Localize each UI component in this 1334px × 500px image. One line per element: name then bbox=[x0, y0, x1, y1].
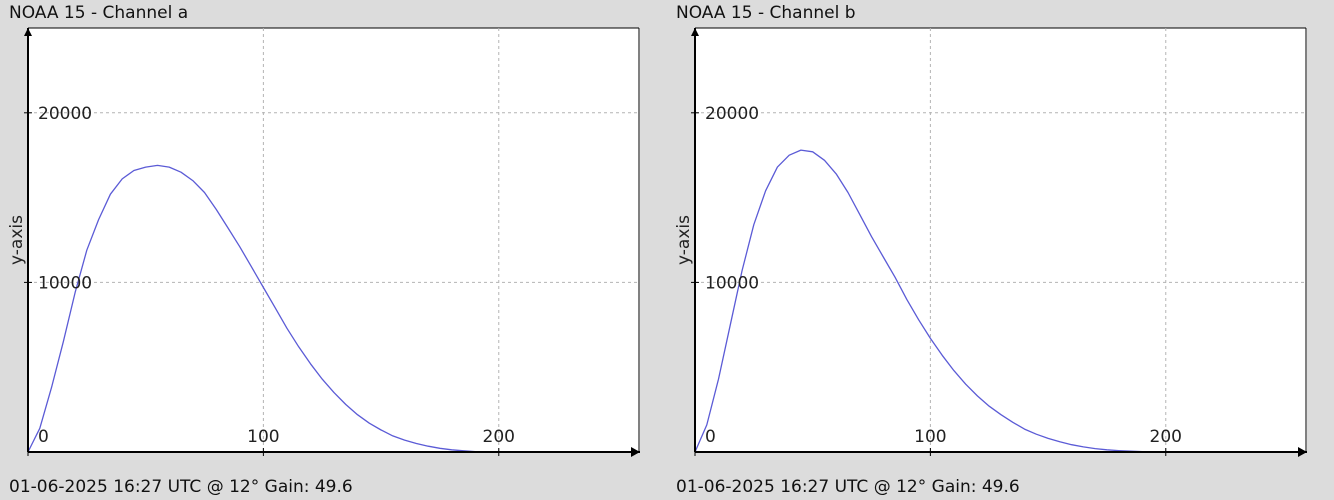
x-tick-label: 100 bbox=[247, 427, 279, 447]
y-tick-label: 20000 bbox=[38, 104, 92, 124]
line-chart-channel-b: 0 100 200 10000 20000 y-axis bbox=[674, 27, 1307, 457]
line-chart-channel-a: 0 100 200 10000 20000 y-axis bbox=[7, 27, 640, 457]
y-axis-arrow bbox=[24, 28, 32, 36]
y-axis-label: y-axis bbox=[674, 215, 694, 265]
chart-title: NOAA 15 - Channel a bbox=[9, 3, 189, 23]
chart-footer: 01-06-2025 16:27 UTC @ 12° Gain: 49.6 bbox=[9, 477, 353, 497]
x-tick-label: 0 bbox=[705, 427, 716, 447]
x-tick-label: 200 bbox=[483, 427, 515, 447]
chart-panel-channel-a: NOAA 15 - Channel a 0 100 200 10000 20000 y-a… bbox=[0, 0, 640, 500]
y-tick-label: 10000 bbox=[38, 273, 92, 293]
x-tick-label: 0 bbox=[38, 427, 49, 447]
chart-panel-channel-b: NOAA 15 - Channel b 0 100 200 10000 20000 y-a… bbox=[667, 0, 1307, 500]
x-tick-label: 100 bbox=[914, 427, 946, 447]
x-tick-label: 200 bbox=[1150, 427, 1182, 447]
chart-footer: 01-06-2025 16:27 UTC @ 12° Gain: 49.6 bbox=[676, 477, 1020, 497]
plot-area bbox=[695, 28, 1307, 452]
series-line bbox=[27, 164, 476, 453]
x-axis-arrow bbox=[1298, 447, 1307, 457]
y-tick-label: 20000 bbox=[705, 104, 759, 124]
series-line bbox=[694, 149, 1155, 453]
y-tick-label: 10000 bbox=[705, 273, 759, 293]
chart-title: NOAA 15 - Channel b bbox=[676, 3, 856, 23]
y-axis-arrow bbox=[691, 28, 699, 36]
y-axis-label: y-axis bbox=[7, 215, 27, 265]
x-axis-arrow bbox=[631, 447, 640, 457]
plot-area bbox=[28, 28, 640, 452]
